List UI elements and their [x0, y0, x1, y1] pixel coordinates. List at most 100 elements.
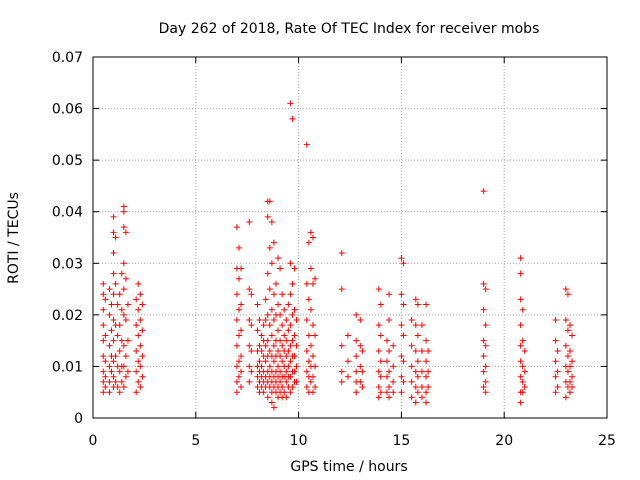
data-point: [246, 378, 253, 385]
data-point: [400, 301, 407, 308]
data-point: [120, 384, 127, 391]
data-point: [303, 368, 310, 375]
data-point: [554, 368, 561, 375]
data-point: [246, 219, 253, 226]
data-point: [562, 317, 569, 324]
data-point: [293, 342, 300, 349]
data-point: [305, 296, 312, 303]
data-point: [344, 358, 351, 365]
data-point: [289, 115, 296, 122]
data-point: [552, 358, 559, 365]
data-point: [480, 353, 487, 360]
data-point: [112, 353, 119, 360]
data-point: [266, 244, 273, 251]
data-point: [118, 306, 125, 313]
data-point: [412, 347, 419, 354]
data-point: [110, 358, 117, 365]
data-point: [258, 332, 265, 339]
x-tick-label: 5: [191, 433, 200, 449]
data-point: [256, 317, 263, 324]
data-point: [564, 291, 571, 298]
data-point: [122, 275, 129, 282]
data-point: [248, 322, 255, 329]
data-point: [289, 384, 296, 391]
data-point: [120, 363, 127, 370]
data-point: [423, 399, 430, 406]
data-point: [359, 368, 366, 375]
data-point: [268, 399, 275, 406]
data-point: [289, 311, 296, 318]
data-point: [386, 368, 393, 375]
data-point: [124, 368, 131, 375]
y-tick-label: 0: [74, 411, 83, 427]
data-point: [408, 317, 415, 324]
data-point: [108, 327, 115, 334]
data-point: [275, 255, 282, 262]
data-point: [418, 347, 425, 354]
data-point: [291, 353, 298, 360]
data-point: [137, 291, 144, 298]
data-point: [423, 373, 430, 380]
data-point: [258, 363, 265, 370]
data-point: [279, 342, 286, 349]
data-point: [398, 255, 405, 262]
data-point: [398, 322, 405, 329]
y-tick-label: 0.05: [52, 153, 83, 169]
data-point: [569, 358, 576, 365]
data-point: [423, 358, 430, 365]
data-point: [480, 384, 487, 391]
data-point: [562, 394, 569, 401]
y-tick-label: 0.06: [52, 102, 83, 118]
data-point: [262, 317, 269, 324]
data-point: [554, 384, 561, 391]
data-point: [100, 291, 107, 298]
data-point: [233, 342, 240, 349]
data-point: [281, 332, 288, 339]
data-point: [238, 353, 245, 360]
plot-frame: [92, 56, 608, 419]
data-point: [283, 353, 290, 360]
y-axis-label: ROTI / TECUs: [6, 192, 22, 284]
data-point: [133, 347, 140, 354]
data-point: [283, 317, 290, 324]
data-point: [235, 373, 242, 380]
data-point: [291, 306, 298, 313]
data-point: [521, 384, 528, 391]
data-point: [116, 322, 123, 329]
data-point: [283, 368, 290, 375]
data-point: [110, 249, 117, 256]
data-point: [277, 353, 284, 360]
data-point: [233, 389, 240, 396]
data-point: [291, 265, 298, 272]
data-point: [414, 358, 421, 365]
data-point: [102, 384, 109, 391]
data-point: [344, 373, 351, 380]
data-point: [412, 399, 419, 406]
data-point: [235, 306, 242, 313]
data-point: [517, 296, 524, 303]
data-point: [139, 373, 146, 380]
data-point: [519, 337, 526, 344]
data-point: [480, 306, 487, 313]
data-point: [353, 389, 360, 396]
data-point: [390, 363, 397, 370]
data-point: [552, 317, 559, 324]
data-point: [423, 337, 430, 344]
data-point: [425, 347, 432, 354]
data-point: [233, 363, 240, 370]
data-point: [305, 239, 312, 246]
data-point: [305, 358, 312, 365]
data-point: [307, 265, 314, 272]
data-point: [377, 301, 384, 308]
data-points: [100, 100, 576, 411]
x-tick-label: 15: [392, 433, 410, 449]
data-point: [377, 389, 384, 396]
data-point: [480, 337, 487, 344]
data-point: [285, 363, 292, 370]
data-point: [517, 322, 524, 329]
data-point: [277, 311, 284, 318]
data-point: [264, 213, 271, 220]
data-point: [480, 280, 487, 287]
data-point: [564, 327, 571, 334]
data-point: [312, 384, 319, 391]
